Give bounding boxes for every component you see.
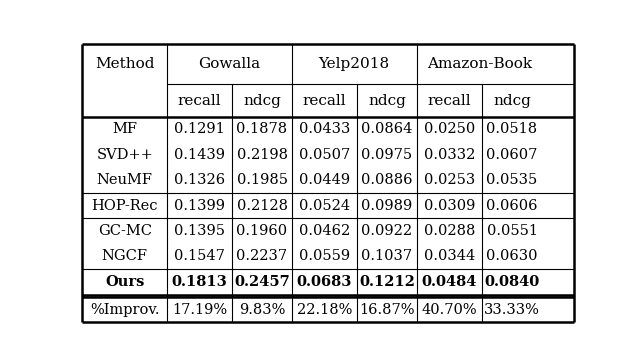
- Text: 0.0344: 0.0344: [424, 250, 475, 263]
- Text: ndcg: ndcg: [368, 94, 406, 108]
- Text: Method: Method: [95, 57, 154, 71]
- Text: MF: MF: [112, 122, 137, 136]
- Text: 0.0518: 0.0518: [486, 122, 538, 136]
- Text: ndcg: ndcg: [243, 94, 281, 108]
- Text: 0.1960: 0.1960: [236, 224, 287, 238]
- Text: 0.1985: 0.1985: [237, 173, 287, 187]
- Text: 0.0524: 0.0524: [299, 199, 350, 213]
- Text: 0.0683: 0.0683: [297, 275, 352, 289]
- Text: 0.0433: 0.0433: [299, 122, 350, 136]
- Text: 0.0462: 0.0462: [299, 224, 350, 238]
- Text: 0.2237: 0.2237: [236, 250, 287, 263]
- Text: 16.87%: 16.87%: [359, 302, 415, 317]
- Text: 0.1439: 0.1439: [174, 148, 225, 162]
- Text: 0.0484: 0.0484: [422, 275, 477, 289]
- Text: 0.0989: 0.0989: [362, 199, 413, 213]
- Text: 0.1399: 0.1399: [174, 199, 225, 213]
- Text: 40.70%: 40.70%: [422, 302, 477, 317]
- Text: recall: recall: [303, 94, 346, 108]
- Text: 0.1212: 0.1212: [359, 275, 415, 289]
- Text: 0.0630: 0.0630: [486, 250, 538, 263]
- Text: 0.0449: 0.0449: [299, 173, 350, 187]
- Text: NeuMF: NeuMF: [97, 173, 153, 187]
- Text: 0.0975: 0.0975: [362, 148, 413, 162]
- Text: 0.1813: 0.1813: [172, 275, 227, 289]
- Text: 0.0309: 0.0309: [424, 199, 476, 213]
- Text: 0.1326: 0.1326: [174, 173, 225, 187]
- Text: HOP-Rec: HOP-Rec: [92, 199, 158, 213]
- Text: SVD++: SVD++: [96, 148, 153, 162]
- Text: %Improv.: %Improv.: [90, 302, 159, 317]
- Text: GC-MC: GC-MC: [98, 224, 152, 238]
- Text: Ours: Ours: [105, 275, 145, 289]
- Text: 0.1037: 0.1037: [362, 250, 413, 263]
- Text: 0.0607: 0.0607: [486, 148, 538, 162]
- Text: 0.0535: 0.0535: [486, 173, 538, 187]
- Text: 22.18%: 22.18%: [297, 302, 352, 317]
- Text: 0.1547: 0.1547: [174, 250, 225, 263]
- Text: Yelp2018: Yelp2018: [319, 57, 390, 71]
- Text: 0.0507: 0.0507: [299, 148, 350, 162]
- Text: 0.2457: 0.2457: [234, 275, 290, 289]
- Text: Gowalla: Gowalla: [198, 57, 260, 71]
- Text: 0.1395: 0.1395: [174, 224, 225, 238]
- Text: 33.33%: 33.33%: [484, 302, 540, 317]
- Text: Amazon-Book: Amazon-Book: [427, 57, 532, 71]
- Text: 0.1291: 0.1291: [174, 122, 225, 136]
- Text: 0.0606: 0.0606: [486, 199, 538, 213]
- Text: 0.0559: 0.0559: [299, 250, 350, 263]
- Text: 0.0551: 0.0551: [486, 224, 538, 238]
- Text: 0.0288: 0.0288: [424, 224, 476, 238]
- Text: recall: recall: [178, 94, 221, 108]
- Text: 9.83%: 9.83%: [239, 302, 285, 317]
- Text: ndcg: ndcg: [493, 94, 531, 108]
- Text: 17.19%: 17.19%: [172, 302, 227, 317]
- Text: NGCF: NGCF: [102, 250, 148, 263]
- Text: 0.0886: 0.0886: [361, 173, 413, 187]
- Text: 0.0332: 0.0332: [424, 148, 476, 162]
- Text: 0.0922: 0.0922: [362, 224, 413, 238]
- Text: 0.0253: 0.0253: [424, 173, 475, 187]
- Text: 0.1878: 0.1878: [236, 122, 287, 136]
- Text: 0.0864: 0.0864: [362, 122, 413, 136]
- Text: 0.2198: 0.2198: [237, 148, 287, 162]
- Text: 0.2128: 0.2128: [237, 199, 287, 213]
- Text: 0.0250: 0.0250: [424, 122, 475, 136]
- Text: 0.0840: 0.0840: [484, 275, 540, 289]
- Text: recall: recall: [428, 94, 471, 108]
